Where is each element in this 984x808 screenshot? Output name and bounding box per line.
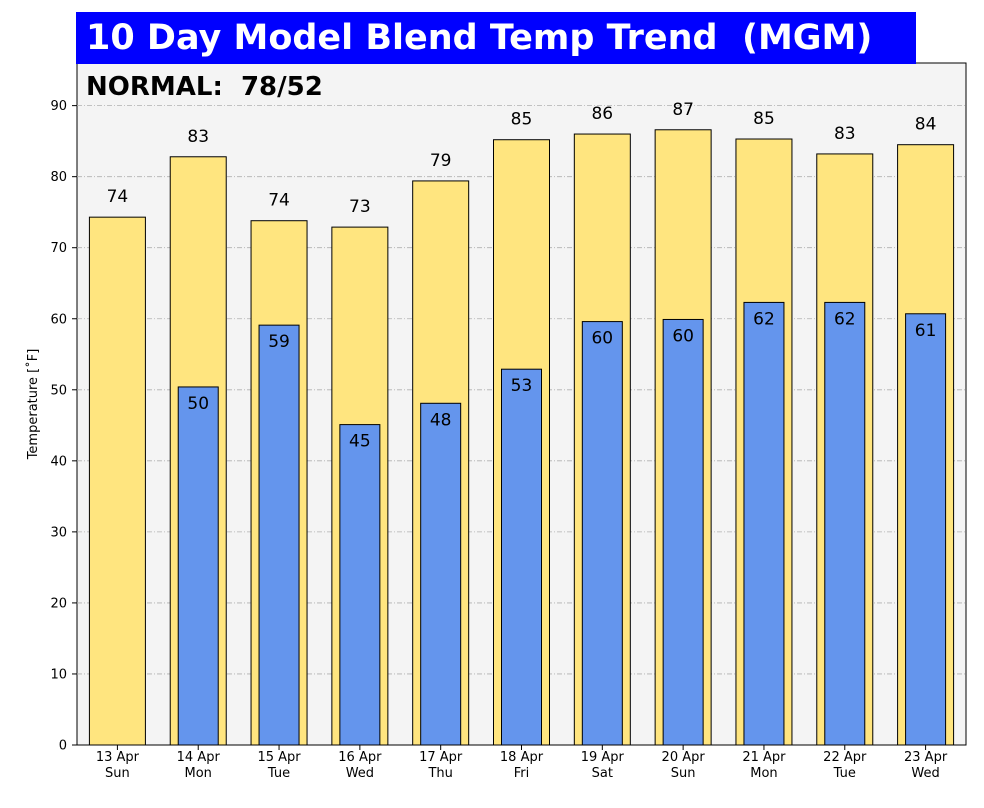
low-temp-bar xyxy=(743,301,785,746)
x-tick-date: 21 Apr xyxy=(742,750,786,765)
low-temp-label: 50 xyxy=(187,394,209,414)
low-temp-bar xyxy=(420,402,462,746)
y-tick-label: 20 xyxy=(50,596,67,611)
x-tick-date: 17 Apr xyxy=(419,750,463,765)
high-temp-label: 84 xyxy=(915,115,937,135)
high-temp-label: 85 xyxy=(753,109,775,129)
low-temp-label: 61 xyxy=(915,321,937,341)
x-tick-date: 20 Apr xyxy=(662,750,706,765)
x-tick-day: Tue xyxy=(267,766,290,781)
normal-temperature-label: NORMAL: 78/52 xyxy=(86,72,323,102)
x-tick-date: 19 Apr xyxy=(581,750,625,765)
y-tick-label: 90 xyxy=(50,99,67,114)
x-tick-date: 14 Apr xyxy=(177,750,221,765)
x-tick-day: Mon xyxy=(185,766,212,781)
high-temp-label: 73 xyxy=(349,197,371,217)
low-temp-label: 62 xyxy=(753,309,775,329)
low-temp-label: 59 xyxy=(268,332,290,352)
low-temp-bar xyxy=(905,313,947,746)
high-temp-label: 85 xyxy=(511,110,533,130)
low-temp-bar xyxy=(339,424,381,746)
low-temp-label: 60 xyxy=(591,329,613,349)
low-temp-bar xyxy=(258,324,300,746)
high-temp-label: 83 xyxy=(187,127,209,147)
x-tick-date: 22 Apr xyxy=(823,750,867,765)
y-tick-label: 30 xyxy=(50,525,67,540)
y-tick-label: 0 xyxy=(59,739,67,754)
high-temp-label: 86 xyxy=(591,104,613,124)
y-tick-label: 10 xyxy=(50,667,67,682)
low-temp-label: 62 xyxy=(834,309,856,329)
x-tick-day: Mon xyxy=(750,766,777,781)
low-temp-bar xyxy=(662,318,704,746)
low-temp-bar xyxy=(824,301,866,746)
x-tick-date: 18 Apr xyxy=(500,750,544,765)
bars xyxy=(88,129,955,746)
x-tick-day: Sun xyxy=(105,766,130,781)
x-tick-date: 15 Apr xyxy=(257,750,301,765)
high-temp-label: 79 xyxy=(430,151,452,171)
low-temp-bar xyxy=(177,386,219,746)
high-temp-label: 87 xyxy=(672,100,694,120)
x-tick-day: Wed xyxy=(346,766,374,781)
x-tick-day: Wed xyxy=(911,766,939,781)
high-temp-bar xyxy=(88,216,146,746)
x-tick-date: 23 Apr xyxy=(904,750,948,765)
x-tick-day: Fri xyxy=(514,766,530,781)
x-tick-date: 16 Apr xyxy=(338,750,382,765)
high-temp-label: 74 xyxy=(268,191,290,211)
low-temp-label: 48 xyxy=(430,410,452,430)
low-temp-label: 60 xyxy=(672,326,694,346)
y-axis-title: Temperature [˚F] xyxy=(25,349,41,461)
y-tick-label: 40 xyxy=(50,454,67,469)
chart-title: 10 Day Model Blend Temp Trend (MGM) xyxy=(86,18,873,58)
low-temp-bar xyxy=(581,321,623,746)
y-tick-label: 50 xyxy=(50,383,67,398)
x-tick-day: Tue xyxy=(833,766,856,781)
x-tick-day: Sat xyxy=(592,766,613,781)
low-temp-label: 45 xyxy=(349,432,371,452)
title-banner: 10 Day Model Blend Temp Trend (MGM) xyxy=(76,12,916,64)
value-labels: 74 83 50 74 59 73 45 79 48 85 53 86 60 87 60 85 62 83 62 84… xyxy=(107,100,937,452)
x-tick-day: Sun xyxy=(671,766,696,781)
y-axis-ticks: 0 10 20 30 40 50 60 70 80 90 xyxy=(50,99,77,754)
low-temp-bar xyxy=(501,368,542,746)
high-temp-label: 74 xyxy=(107,187,129,207)
x-tick-date: 13 Apr xyxy=(96,750,140,765)
high-temp-label: 83 xyxy=(834,124,856,144)
y-tick-label: 60 xyxy=(50,312,67,327)
low-temp-label: 53 xyxy=(511,376,533,396)
y-tick-label: 70 xyxy=(50,241,67,256)
x-tick-day: Thu xyxy=(427,766,452,781)
y-tick-label: 80 xyxy=(50,170,67,185)
